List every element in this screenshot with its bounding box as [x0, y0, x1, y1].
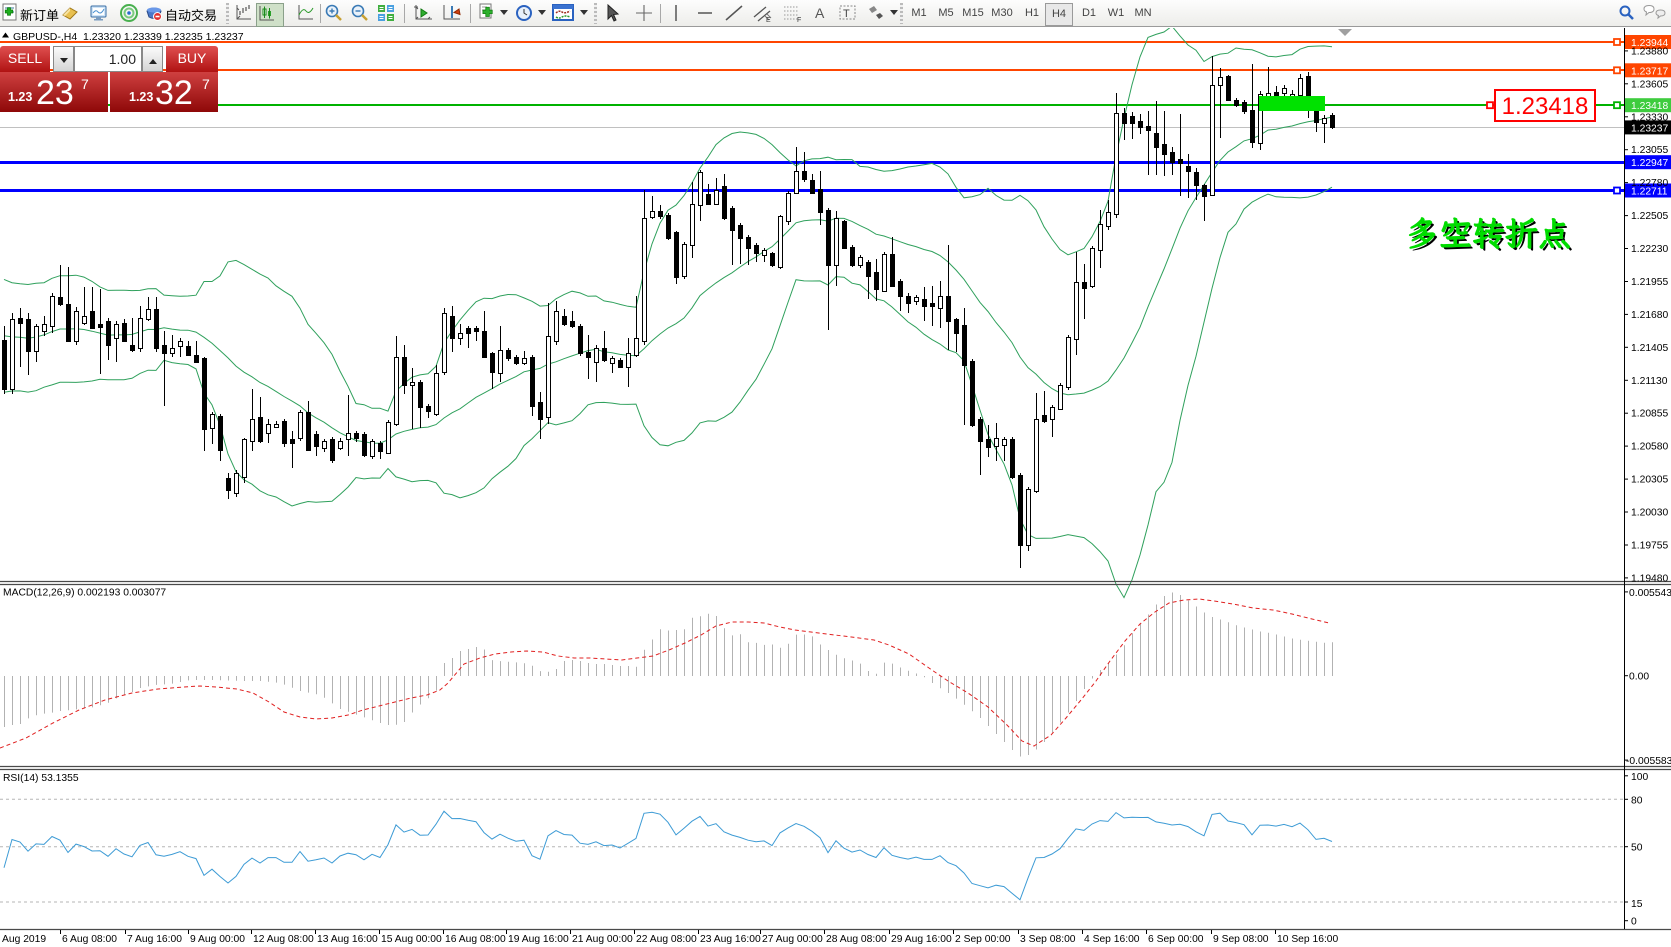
svg-text:A: A [815, 5, 825, 21]
svg-text:27 Aug 00:00: 27 Aug 00:00 [762, 934, 823, 945]
svg-text:1.21680: 1.21680 [1631, 310, 1668, 321]
svg-text:0.005543: 0.005543 [1629, 588, 1671, 599]
svg-text:16 Aug 08:00: 16 Aug 08:00 [445, 934, 506, 945]
svg-text:4 Sep 16:00: 4 Sep 16:00 [1084, 934, 1140, 945]
svg-text:12 Aug 08:00: 12 Aug 08:00 [253, 934, 314, 945]
svg-text:9 Aug 00:00: 9 Aug 00:00 [190, 934, 245, 945]
svg-text:3 Sep 08:00: 3 Sep 08:00 [1020, 934, 1076, 945]
svg-text:21 Aug 00:00: 21 Aug 00:00 [572, 934, 633, 945]
svg-text:50: 50 [1631, 843, 1643, 854]
svg-text:GBPUSD-,H4 1.23320 1.23339 1.: GBPUSD-,H4 1.23320 1.23339 1.23235 1.232… [13, 31, 244, 43]
svg-text:RSI(14) 53.1355: RSI(14) 53.1355 [3, 773, 79, 784]
svg-text:1.21955: 1.21955 [1631, 277, 1668, 288]
svg-text:1.22780: 1.22780 [1631, 178, 1668, 189]
svg-text:0.00: 0.00 [1629, 672, 1649, 683]
svg-text:9 Sep 08:00: 9 Sep 08:00 [1213, 934, 1269, 945]
svg-text:1.20030: 1.20030 [1631, 508, 1668, 519]
svg-text:19 Aug 16:00: 19 Aug 16:00 [508, 934, 569, 945]
svg-text:1.21405: 1.21405 [1631, 343, 1668, 354]
svg-text:2 Sep 00:00: 2 Sep 00:00 [955, 934, 1011, 945]
svg-text:1.23418: 1.23418 [1502, 93, 1589, 120]
svg-text:80: 80 [1631, 796, 1643, 807]
svg-text:22 Aug 08:00: 22 Aug 08:00 [636, 934, 697, 945]
svg-text:15 Aug 00:00: 15 Aug 00:00 [381, 934, 442, 945]
svg-text:1.22230: 1.22230 [1631, 244, 1668, 255]
svg-text:29 Aug 16:00: 29 Aug 16:00 [891, 934, 952, 945]
svg-text:28 Aug 08:00: 28 Aug 08:00 [826, 934, 887, 945]
svg-text:E: E [766, 17, 771, 23]
svg-text:1.22711: 1.22711 [1631, 187, 1668, 198]
svg-text:1.23944: 1.23944 [1631, 38, 1668, 49]
svg-text:1.21130: 1.21130 [1631, 376, 1668, 387]
svg-text:1.22505: 1.22505 [1631, 211, 1668, 222]
svg-text:1.23055: 1.23055 [1631, 145, 1668, 156]
svg-text:7 Aug 16:00: 7 Aug 16:00 [127, 934, 182, 945]
svg-text:1.23418: 1.23418 [1631, 101, 1668, 112]
svg-text:1.19480: 1.19480 [1631, 573, 1668, 584]
svg-text:1.20855: 1.20855 [1631, 409, 1668, 420]
svg-text:1.23330: 1.23330 [1631, 112, 1668, 123]
svg-text:1.23717: 1.23717 [1631, 66, 1668, 77]
svg-text:10 Sep 16:00: 10 Sep 16:00 [1277, 934, 1339, 945]
svg-text:1.23605: 1.23605 [1631, 79, 1668, 90]
svg-text:100: 100 [1631, 772, 1648, 783]
svg-text:6 Sep 00:00: 6 Sep 00:00 [1148, 934, 1204, 945]
svg-text:MACD(12,26,9) 0.002193 0.00307: MACD(12,26,9) 0.002193 0.003077 [3, 588, 166, 599]
svg-text:F: F [797, 17, 801, 23]
svg-text:15: 15 [1631, 899, 1643, 910]
svg-text:1.23880: 1.23880 [1631, 46, 1668, 57]
svg-text:-0.005583: -0.005583 [1626, 756, 1671, 767]
svg-text:1.23237: 1.23237 [1631, 123, 1668, 134]
svg-text:13 Aug 16:00: 13 Aug 16:00 [317, 934, 378, 945]
svg-text:23 Aug 16:00: 23 Aug 16:00 [700, 934, 761, 945]
svg-text:5 Aug 2019: 5 Aug 2019 [0, 934, 46, 945]
svg-text:1.20580: 1.20580 [1631, 442, 1668, 453]
svg-text:1.19755: 1.19755 [1631, 541, 1668, 552]
svg-text:1.20305: 1.20305 [1631, 475, 1668, 486]
svg-text:1.22947: 1.22947 [1631, 158, 1668, 169]
svg-text:0: 0 [1631, 917, 1637, 928]
svg-text:T: T [843, 8, 850, 20]
svg-text:6 Aug 08:00: 6 Aug 08:00 [62, 934, 117, 945]
